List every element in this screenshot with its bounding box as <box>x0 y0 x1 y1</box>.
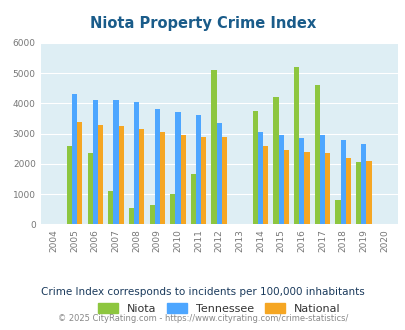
Bar <box>345 158 350 224</box>
Bar <box>335 200 340 224</box>
Bar <box>98 124 103 224</box>
Bar <box>360 144 365 224</box>
Bar <box>190 175 196 224</box>
Bar <box>355 162 360 224</box>
Bar <box>160 132 164 224</box>
Bar <box>221 137 226 224</box>
Bar <box>252 111 257 224</box>
Bar <box>196 115 200 224</box>
Bar <box>324 153 329 224</box>
Bar <box>262 146 268 224</box>
Bar <box>113 100 118 224</box>
Bar <box>170 194 175 224</box>
Bar <box>216 123 221 224</box>
Bar <box>293 67 298 224</box>
Bar <box>278 135 283 224</box>
Bar <box>108 191 113 224</box>
Bar <box>134 102 139 224</box>
Bar <box>180 135 185 224</box>
Bar <box>319 135 324 224</box>
Bar <box>304 152 309 224</box>
Bar <box>72 94 77 224</box>
Bar <box>77 121 82 224</box>
Bar <box>175 113 180 224</box>
Bar <box>314 85 319 224</box>
Bar <box>118 126 124 224</box>
Legend: Niota, Tennessee, National: Niota, Tennessee, National <box>93 299 344 318</box>
Bar <box>149 205 154 224</box>
Bar <box>273 97 278 224</box>
Text: © 2025 CityRating.com - https://www.cityrating.com/crime-statistics/: © 2025 CityRating.com - https://www.city… <box>58 314 347 323</box>
Bar <box>139 129 144 224</box>
Bar <box>67 146 72 224</box>
Bar <box>92 100 98 224</box>
Text: Niota Property Crime Index: Niota Property Crime Index <box>90 16 315 31</box>
Text: Crime Index corresponds to incidents per 100,000 inhabitants: Crime Index corresponds to incidents per… <box>41 287 364 297</box>
Bar <box>257 132 262 224</box>
Bar <box>87 153 92 224</box>
Bar <box>298 138 304 224</box>
Bar <box>340 140 345 224</box>
Bar <box>211 70 216 224</box>
Bar <box>154 110 160 224</box>
Bar <box>283 150 288 224</box>
Bar <box>200 137 206 224</box>
Bar <box>365 161 371 224</box>
Bar <box>128 208 134 224</box>
